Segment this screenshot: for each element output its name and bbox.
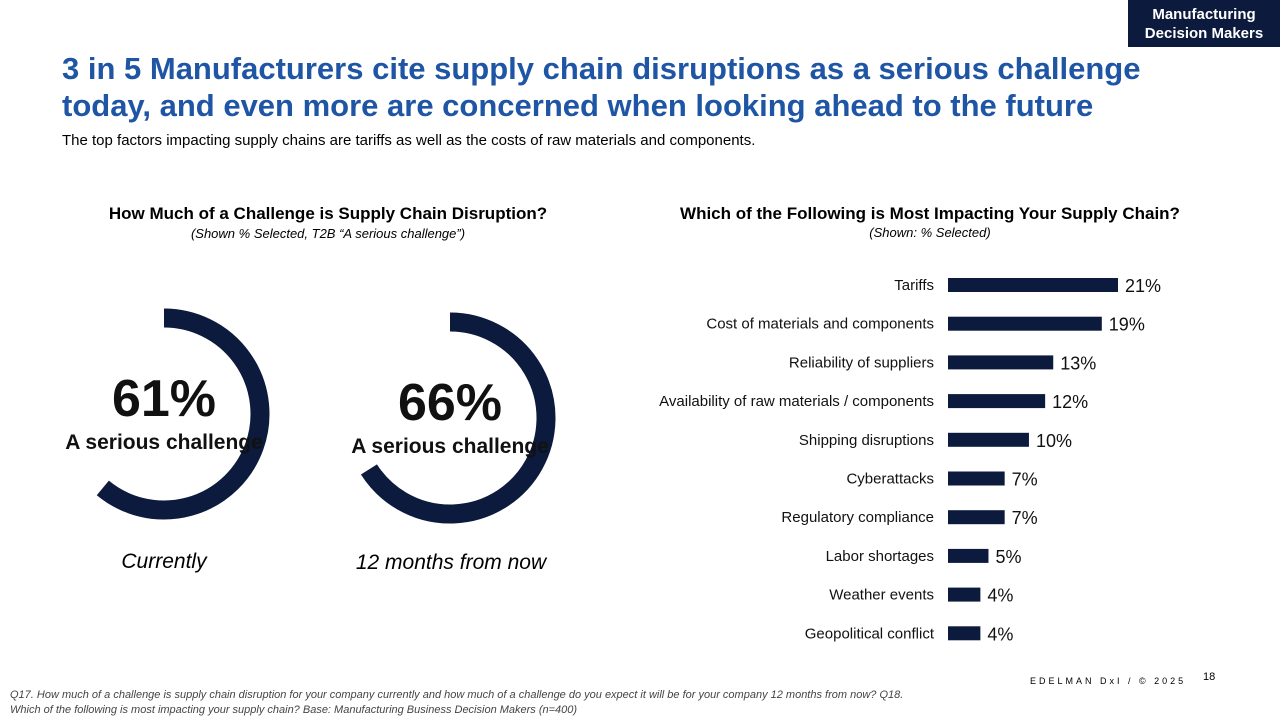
bar: [948, 355, 1054, 370]
donut-arc-currently: [96, 308, 270, 520]
donut-panel-title: How Much of a Challenge is Supply Chain …: [108, 204, 548, 223]
donut-label-currently: A serious challenge: [65, 431, 263, 454]
bar-category-label: Cyberattacks: [846, 471, 934, 488]
bar-panel-subtitle: (Shown: % Selected): [869, 225, 991, 240]
bar-category-label: Cost of materials and components: [706, 316, 934, 333]
audience-badge: Manufacturing Decision Makers: [1128, 0, 1280, 47]
donut-chart-currently: 61% A serious challenge: [44, 294, 284, 534]
badge-line-2: Decision Makers: [1144, 24, 1264, 42]
donut-center-currently: 61% A serious challenge: [44, 294, 284, 534]
donut-label-future: A serious challenge: [351, 435, 549, 458]
bar: [948, 510, 1005, 525]
donut-value-currently: 61%: [111, 370, 217, 428]
bar-value-label: 19%: [1109, 315, 1145, 335]
donut-center-future: 66% A serious challenge: [330, 298, 570, 538]
footnote-line-1: Q17. How much of a challenge is supply c…: [10, 689, 904, 701]
bar-value-label: 21%: [1125, 276, 1161, 296]
bar-value-label: 4%: [987, 586, 1013, 606]
bar: [948, 394, 1046, 409]
bar: [948, 626, 981, 641]
bar-category-label: Reliability of suppliers: [789, 354, 934, 371]
donut-panel-subtitle: (Shown % Selected, T2B “A serious challe…: [190, 226, 466, 241]
donut-svg-currently: [96, 308, 270, 520]
badge-line-1: Manufacturing: [1152, 5, 1256, 23]
bar: [948, 278, 1118, 292]
donut-chart-future: 66% A serious challenge: [330, 298, 570, 538]
bar: [948, 587, 981, 602]
footnote: Q17. How much of a challenge is supply c…: [10, 688, 1010, 718]
bar-panel-title: Which of the Following is Most Impacting…: [680, 204, 1180, 223]
slide-subhead: The top factors impacting supply chains …: [62, 132, 756, 149]
bar-category-label: Regulatory compliance: [781, 509, 934, 526]
bar-category-label: Labor shortages: [826, 548, 934, 565]
donut-value-future: 66%: [397, 374, 503, 432]
bar-category-label: Availability of raw materials / componen…: [659, 393, 934, 410]
bar-category-label: Tariffs: [894, 277, 934, 294]
bar-value-label: 5%: [995, 547, 1021, 567]
slide-headline: 3 in 5 Manufacturers cite supply chain d…: [62, 51, 1141, 123]
bar: [948, 471, 1005, 486]
supply-chain-bar-chart: Tariffs 21% Cost of materials and componen…: [659, 276, 1161, 644]
bar-category-label: Weather events: [829, 587, 934, 604]
bar: [948, 432, 1029, 447]
donut-caption-future: 12 months from now: [355, 551, 547, 574]
bar-value-label: 13%: [1060, 353, 1096, 373]
bar-value-label: 10%: [1036, 431, 1072, 451]
donut-caption-currently: Currently: [121, 550, 207, 573]
donut-arc-future: [360, 312, 556, 524]
bar: [948, 316, 1102, 331]
bar-value-label: 7%: [1012, 470, 1038, 490]
bar-category-label: Geopolitical conflict: [805, 625, 935, 642]
bar-value-label: 7%: [1012, 508, 1038, 528]
brand-footer: EDELMAN DxI / © 2025: [1030, 676, 1187, 686]
page-number: 18: [1203, 671, 1216, 683]
bar-value-label: 12%: [1052, 392, 1088, 412]
donut-svg-future: [360, 312, 556, 524]
bar-category-label: Shipping disruptions: [799, 432, 934, 449]
bar-value-label: 4%: [987, 624, 1013, 644]
bar: [948, 548, 989, 563]
footnote-line-2: Which of the following is most impacting…: [10, 704, 578, 716]
